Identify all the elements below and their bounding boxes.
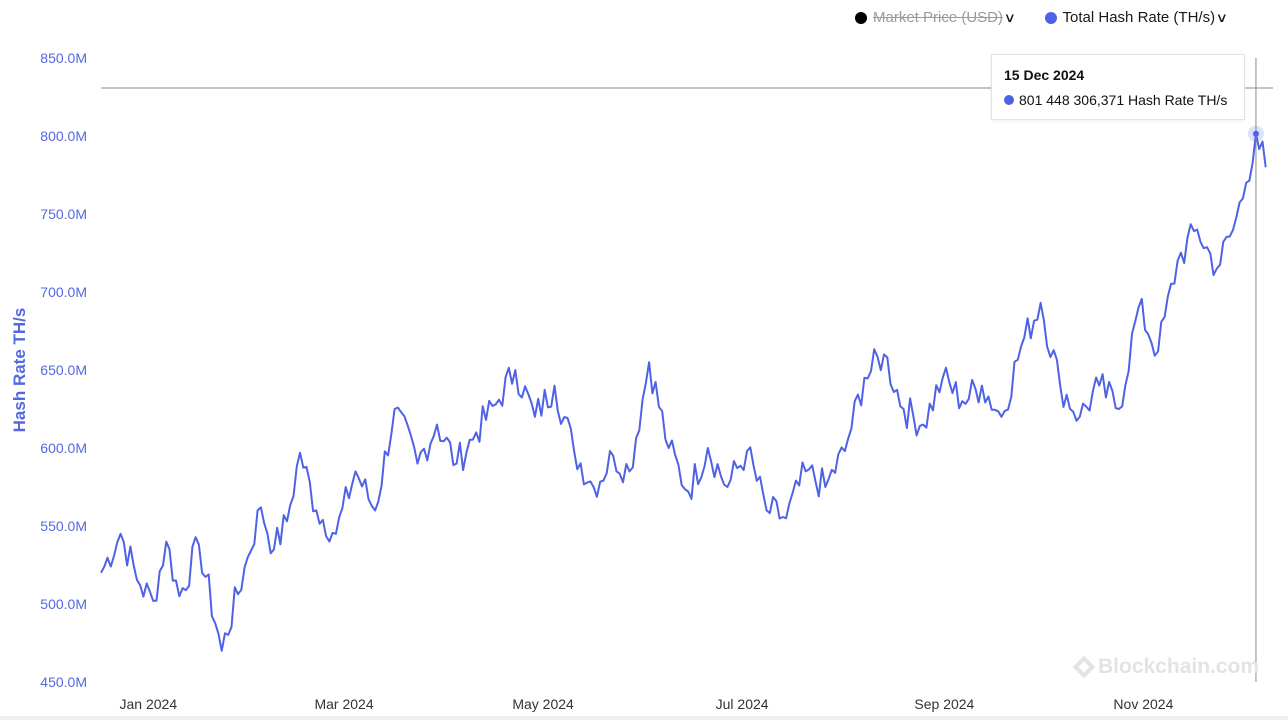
blockchain-logo-icon [1072, 655, 1096, 679]
tooltip-date: 15 Dec 2024 [1004, 67, 1085, 83]
x-tick-label: Jul 2024 [716, 696, 769, 712]
series-dot-icon [1004, 95, 1014, 105]
y-tick-label: 700.0M [40, 284, 87, 300]
y-tick-label: 500.0M [40, 596, 87, 612]
y-tick-label: 800.0M [40, 128, 87, 144]
y-tick-label: 450.0M [40, 674, 87, 690]
tooltip-value: 801 448 306,371 Hash Rate TH/s [1019, 92, 1228, 108]
legend-label-market-price: Market Price (USD) [873, 9, 1004, 26]
x-tick-label: May 2024 [512, 696, 574, 712]
blockchain-watermark: Blockchain.com [1072, 655, 1260, 679]
hash-rate-series-line [100, 132, 1267, 652]
hash-rate-dot-icon [1044, 11, 1057, 24]
x-tick-label: Jan 2024 [120, 696, 178, 712]
legend-item-market-price[interactable]: Market Price (USD) ∨ [855, 9, 1016, 26]
chart-tooltip: 15 Dec 2024 801 448 306,371 Hash Rate TH… [991, 54, 1245, 120]
watermark-text: Blockchain.com [1098, 655, 1260, 678]
x-tick-label: Nov 2024 [1113, 696, 1173, 712]
x-tick-label: Mar 2024 [314, 696, 373, 712]
chart-legend: Market Price (USD) ∨ Total Hash Rate (TH… [855, 9, 1257, 26]
market-price-dot-icon [855, 11, 867, 24]
y-tick-label: 650.0M [40, 362, 87, 378]
y-axis-title: Hash Rate TH/s [10, 307, 29, 433]
highlight-point [1252, 130, 1259, 137]
bottom-divider [0, 716, 1288, 720]
y-tick-label: 750.0M [40, 206, 87, 222]
legend-label-total-hash-rate: Total Hash Rate (TH/s) [1062, 9, 1216, 26]
chevron-down-icon[interactable]: ∨ [1003, 9, 1016, 25]
y-tick-label: 550.0M [40, 518, 87, 534]
chevron-down-icon[interactable]: ∨ [1215, 9, 1229, 25]
legend-item-total-hash-rate[interactable]: Total Hash Rate (TH/s) ∨ [1044, 9, 1229, 26]
tooltip-row: 801 448 306,371 Hash Rate TH/s [1004, 92, 1232, 108]
y-tick-label: 850.0M [40, 50, 87, 66]
y-tick-label: 600.0M [40, 440, 87, 456]
x-tick-label: Sep 2024 [914, 696, 974, 712]
